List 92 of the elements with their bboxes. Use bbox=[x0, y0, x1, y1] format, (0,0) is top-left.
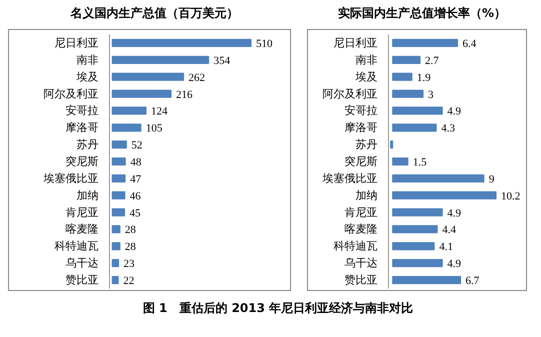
y-tick-label: 喀麦隆 bbox=[344, 222, 378, 236]
y-tick-label: 摩洛哥 bbox=[344, 121, 378, 134]
bar bbox=[392, 225, 438, 234]
y-tick-label: 突尼斯 bbox=[66, 155, 98, 168]
y-tick-label: 加纳 bbox=[356, 189, 378, 202]
data-label: 4.9 bbox=[447, 106, 462, 118]
y-tick-label: 肯尼亚 bbox=[66, 206, 98, 219]
data-label: 6.4 bbox=[462, 38, 477, 50]
y-tick-label: 尼日利亚 bbox=[54, 36, 98, 50]
bar bbox=[112, 158, 126, 166]
bar bbox=[112, 39, 252, 48]
y-tick-label: 苏丹 bbox=[76, 138, 98, 152]
bar bbox=[112, 106, 147, 115]
bar bbox=[392, 191, 497, 200]
y-tick-label: 科特迪瓦 bbox=[334, 240, 378, 253]
bar bbox=[392, 174, 484, 183]
y-tick-label: 阿尔及利亚 bbox=[44, 87, 98, 100]
data-label: 22 bbox=[123, 275, 134, 288]
y-tick-label: 赞比亚 bbox=[344, 274, 378, 287]
caption: 图 1 重估后的 2013 年尼日利亚经济与南非对比 bbox=[142, 300, 414, 318]
data-label: 23 bbox=[124, 258, 136, 270]
data-label: 46 bbox=[130, 190, 142, 203]
data-label: 2.7 bbox=[425, 55, 440, 68]
bar bbox=[392, 259, 443, 268]
data-label: 48 bbox=[130, 156, 142, 169]
chart-title: 名义国内生产总值（百万美元） bbox=[70, 5, 238, 22]
data-label: 28 bbox=[124, 224, 136, 236]
bar bbox=[392, 158, 408, 166]
data-label: 45 bbox=[130, 207, 142, 220]
data-label: 4.1 bbox=[439, 241, 453, 254]
y-tick-label: 埃及 bbox=[354, 70, 378, 84]
data-label: 510 bbox=[256, 38, 274, 50]
y-tick-label: 阿尔及利亚 bbox=[322, 87, 378, 100]
y-tick-label: 摩洛哥 bbox=[66, 121, 98, 134]
bar bbox=[392, 276, 462, 284]
data-label: 124 bbox=[151, 106, 168, 118]
bar bbox=[112, 174, 126, 183]
y-tick-label: 肯尼亚 bbox=[344, 206, 378, 219]
data-label: 4.3 bbox=[441, 122, 456, 135]
bar bbox=[392, 56, 421, 64]
data-label: 262 bbox=[188, 72, 206, 84]
bar bbox=[112, 72, 184, 82]
data-label: 4.9 bbox=[447, 207, 462, 220]
bar bbox=[392, 208, 443, 216]
data-label: 1.9 bbox=[416, 72, 432, 84]
data-label: 216 bbox=[176, 88, 194, 101]
y-tick-label: 喀麦隆 bbox=[66, 222, 98, 236]
y-tick-label: 尼日利亚 bbox=[334, 36, 378, 50]
y-tick-label: 埃塞俄比亚 bbox=[42, 172, 98, 186]
data-label: 9 bbox=[488, 174, 495, 186]
data-label: 28 bbox=[124, 241, 136, 254]
bar bbox=[392, 242, 435, 250]
y-tick-label: 埃及 bbox=[76, 70, 98, 84]
y-tick-label: 乌干达 bbox=[344, 256, 378, 270]
y-tick-label: 南非 bbox=[356, 54, 378, 67]
y-tick-label: 加纳 bbox=[76, 189, 98, 202]
y-tick-label: 安哥拉 bbox=[344, 104, 378, 118]
chart-title: 实际国内生产总值增长率（%） bbox=[338, 5, 506, 22]
bar bbox=[392, 90, 424, 98]
y-tick-label: 安哥拉 bbox=[66, 104, 98, 118]
bar bbox=[392, 72, 412, 82]
data-label: 354 bbox=[214, 55, 231, 68]
bar bbox=[112, 276, 119, 284]
data-label: 52 bbox=[131, 140, 142, 152]
y-tick-label: 苏丹 bbox=[356, 138, 378, 152]
bar bbox=[392, 124, 437, 132]
bar bbox=[112, 124, 142, 132]
data-label: 1.5 bbox=[412, 156, 428, 169]
data-label: 47 bbox=[130, 174, 142, 186]
data-label: 4.4 bbox=[442, 224, 456, 236]
bar bbox=[112, 90, 172, 98]
bar bbox=[112, 140, 127, 149]
data-label: 4.9 bbox=[447, 258, 462, 270]
y-tick-label: 南非 bbox=[76, 54, 98, 67]
bar bbox=[112, 242, 120, 250]
data-label: 6.7 bbox=[466, 275, 480, 288]
data-label: 105 bbox=[146, 122, 163, 135]
y-tick-label: 科特迪瓦 bbox=[54, 240, 98, 253]
bar bbox=[390, 140, 394, 149]
bar bbox=[112, 259, 120, 268]
y-tick-label: 埃塞俄比亚 bbox=[322, 172, 378, 186]
bar bbox=[112, 191, 126, 200]
y-tick-label: 突尼斯 bbox=[344, 155, 378, 168]
bar bbox=[112, 225, 120, 234]
data-label: 10.2 bbox=[501, 190, 520, 203]
bar bbox=[112, 208, 126, 216]
bar bbox=[112, 56, 210, 64]
bar bbox=[392, 39, 458, 48]
data-label: 3 bbox=[428, 88, 434, 101]
bar bbox=[392, 106, 443, 115]
y-tick-label: 乌干达 bbox=[66, 256, 98, 270]
y-tick-label: 赞比亚 bbox=[66, 274, 98, 287]
